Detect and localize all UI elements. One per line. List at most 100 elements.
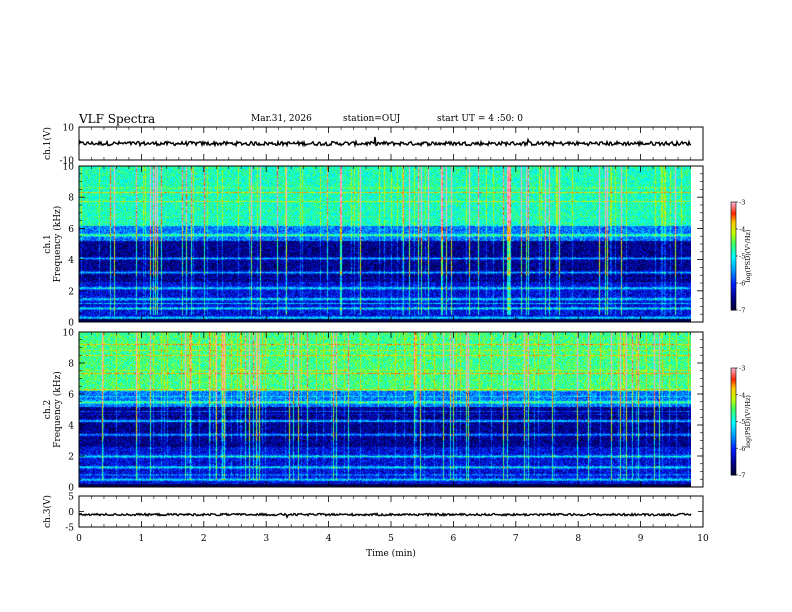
chart-title: VLF Spectra: [79, 112, 156, 126]
ch3-waveform-ytick-label: -5: [65, 524, 74, 534]
ch1-spectrogram-colorbar-step: [731, 238, 736, 241]
ch2-spectrogram-colorbar-step: [731, 446, 736, 449]
ch2-spectrogram-colorbar-step: [731, 453, 736, 456]
ch1-spectrogram-colorbar-step: [731, 295, 736, 298]
ch1-spectrogram-colorbar-step: [731, 270, 736, 273]
ch1-spectrogram-colorbar-step: [731, 221, 736, 225]
ch2-spectrogram-cbtick-label: -5: [739, 418, 745, 426]
ch2-spectrogram-ylabel-channel: ch.2: [43, 400, 53, 419]
ch1-spectrogram-ytick-label: 2: [68, 287, 74, 297]
ch2-spectrogram-colorbar-step: [731, 451, 736, 455]
ch2-spectrogram-colorbar-step: [731, 464, 736, 467]
ch2-spectrogram-colorbar-step: [731, 380, 736, 383]
xaxis-tick-label: 2: [201, 534, 207, 544]
ch1-spectrogram-cbtick-label: -4: [739, 226, 745, 234]
xaxis-tick-label: 8: [575, 534, 581, 544]
ch2-spectrogram-colorbar-step: [731, 469, 736, 472]
ch1-spectrogram-ytick-label: 6: [68, 225, 74, 235]
ch1-spectrogram-colorbar-step: [731, 286, 736, 289]
ch2-spectrogram-colorbar-step: [731, 412, 736, 415]
ch2-spectrogram-colorbar-step: [731, 450, 736, 453]
ch1-spectrogram-colorbar-step: [731, 230, 736, 234]
xaxis-tick-label: 10: [697, 534, 709, 544]
ch1-spectrogram-colorbar-step: [731, 254, 736, 257]
xaxis-label: Time (min): [366, 548, 416, 559]
ch1-spectrogram-ylabel-channel: ch.1: [43, 234, 53, 253]
ch2-spectrogram-colorbar-step: [731, 423, 736, 426]
ch2-spectrogram-ylabel: Frequency (kHz): [52, 371, 63, 448]
ch1-spectrogram-colorbar-step: [731, 229, 736, 232]
ch1-spectrogram-colorbar-step: [731, 239, 736, 243]
ch1-spectrogram-colorbar-step: [731, 308, 736, 311]
ch1-spectrogram-colorbar-step: [731, 202, 736, 205]
ch2-spectrogram-colorbar-step: [731, 430, 736, 433]
ch2-spectrogram-colorbar-step: [731, 444, 736, 447]
ch1-spectrogram-colorbar-step: [731, 266, 736, 270]
ch2-spectrogram-colorbar-step: [731, 396, 736, 399]
ch1-spectrogram-cbtick-label: -3: [739, 199, 745, 207]
ch2-spectrogram-colorbar-step: [731, 401, 736, 405]
ch1-waveform-ytick-label: -10: [60, 157, 75, 167]
ch2-spectrogram-colorbar-step: [731, 409, 736, 412]
ch2-spectrogram-colorbar-step: [731, 392, 736, 396]
ch2-spectrogram-cbtick-label: -3: [739, 365, 745, 373]
ch2-spectrogram-colorbar-step: [731, 394, 736, 398]
ch1-spectrogram-colorbar-step: [731, 252, 736, 255]
ch2-spectrogram-colorbar-step: [731, 385, 736, 389]
xaxis-tick-label: 6: [451, 534, 457, 544]
ch2-spectrogram-colorbar-step: [731, 455, 736, 458]
ch1-spectrogram-colorbar-step: [731, 241, 736, 244]
xaxis-tick-label: 4: [326, 534, 332, 544]
ch1-spectrogram-cbtick-label: -5: [739, 253, 745, 261]
ch1-spectrogram-colorbar-step: [731, 214, 736, 217]
ch1-spectrogram-colorbar: [731, 202, 736, 311]
ch2-spectrogram-image: [79, 332, 691, 487]
ch2-spectrogram-colorbar-step: [731, 403, 736, 406]
ch1-spectrogram-image: [79, 166, 691, 322]
date-label: Mar.31, 2026: [251, 114, 312, 124]
ch1-spectrogram-ytick-label: 10: [63, 163, 75, 173]
ch1-spectrogram-colorbar-step: [731, 284, 736, 288]
ch2-spectrogram-ytick-label: 10: [63, 329, 75, 339]
ch2-spectrogram-colorbar-step: [731, 400, 736, 403]
ch2-spectrogram-colorbar-step: [731, 467, 736, 471]
ch1-spectrogram-colorbar-step: [731, 275, 736, 279]
ch1-waveform-trace: [78, 136, 692, 148]
ch2-spectrogram-colorbar-step: [731, 457, 736, 460]
ch1-spectrogram-colorbar-step: [731, 292, 736, 295]
ch2-spectrogram-colorbar-step: [731, 384, 736, 387]
ch2-spectrogram-colorbar-step: [731, 382, 736, 385]
ch1-spectrogram-colorbar-step: [731, 205, 736, 208]
ch2-spectrogram-colorbar-step: [731, 378, 736, 381]
ch2-spectrogram-colorbar-step: [731, 448, 736, 451]
ch2-spectrogram-colorbar-step: [731, 442, 736, 446]
ch2-spectrogram-colorbar-step: [731, 376, 736, 380]
ch2-spectrogram-colorbar-step: [731, 462, 736, 465]
ch2-spectrogram-cbtick-label: -7: [739, 472, 745, 480]
ch1-spectrogram-ylabel: Frequency (kHz): [52, 206, 63, 283]
ch1-spectrogram-colorbar-step: [731, 236, 736, 239]
ch2-spectrogram-colorbar-step: [731, 471, 736, 474]
xaxis-tick-label: 5: [388, 534, 394, 544]
ch2-spectrogram-colorbar-step: [731, 437, 736, 440]
ch3-waveform-trace: [78, 512, 692, 519]
ch2-spectrogram-ytick-label: 8: [68, 360, 74, 370]
ch2-spectrogram-colorbar-step: [731, 439, 736, 442]
ch2-spectrogram-colorbar-step: [731, 419, 736, 422]
ch1-spectrogram-colorbar-step: [731, 288, 736, 291]
ch2-spectrogram-colorbar-step: [731, 373, 736, 376]
ch1-spectrogram-cbtick-label: -6: [739, 280, 745, 288]
ch2-spectrogram-colorbar-label: log(PSD)(V²/Hz): [744, 395, 752, 448]
ch1-spectrogram-colorbar-step: [731, 259, 736, 262]
ch2-spectrogram-colorbar-step: [731, 369, 736, 373]
ch1-spectrogram-ytick-label: 4: [68, 256, 74, 266]
xaxis-tick-label: 1: [139, 534, 145, 544]
ch1-spectrogram-colorbar-step: [731, 263, 736, 266]
ch1-spectrogram-colorbar-step: [731, 220, 736, 223]
ch1-spectrogram-colorbar-step: [731, 247, 736, 250]
ch1-spectrogram-colorbar-step: [731, 290, 736, 293]
ch2-spectrogram-colorbar-step: [731, 435, 736, 439]
ch2-spectrogram-colorbar-step: [731, 398, 736, 401]
ch2-spectrogram-colorbar-step: [731, 425, 736, 428]
